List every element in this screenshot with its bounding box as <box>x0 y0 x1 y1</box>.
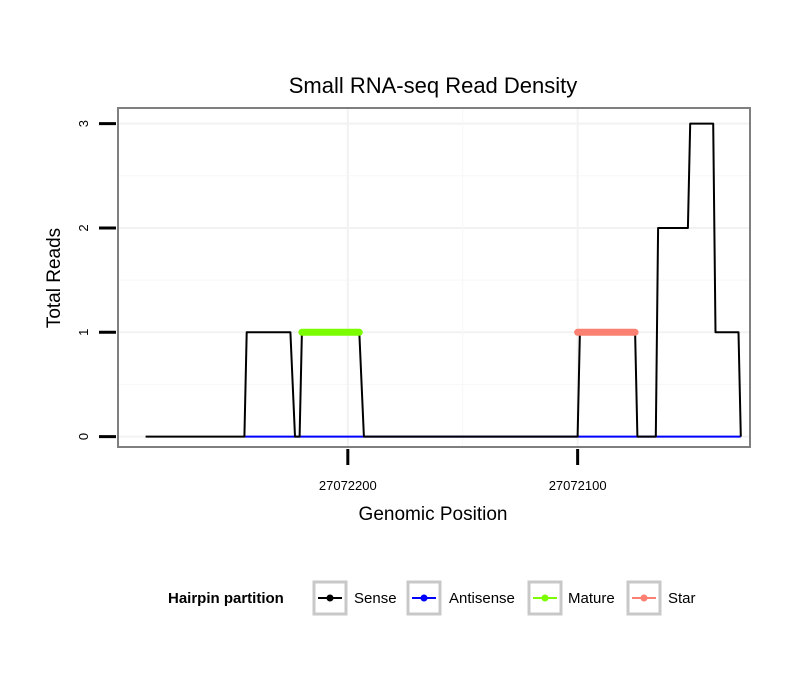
legend-key-point <box>420 594 428 602</box>
y-tick-label: 0 <box>76 433 91 440</box>
legend-key-point <box>541 594 549 602</box>
plot-panel-border <box>117 107 751 448</box>
legend-key-point <box>640 594 648 602</box>
y-tick-label: 1 <box>76 329 91 336</box>
legend-key-point <box>326 594 334 602</box>
legend-title: Hairpin partition <box>168 590 284 607</box>
legend-label-mature: Mature <box>568 590 615 607</box>
chart-title: Small RNA-seq Read Density <box>289 73 578 98</box>
legend-label-antisense: Antisense <box>449 590 515 607</box>
legend-label-star: Star <box>668 590 696 607</box>
y-tick-label: 3 <box>76 120 91 127</box>
y-axis-title: Total Reads <box>44 228 65 328</box>
x-axis-title: Genomic Position <box>359 504 508 525</box>
legend-label-sense: Sense <box>354 590 397 607</box>
series-layer <box>145 122 742 438</box>
y-tick-label: 2 <box>76 224 91 231</box>
axes-layer: 0 1 2 3 27072200 27072100 <box>76 120 607 493</box>
x-tick-label: 27072100 <box>549 478 607 493</box>
x-tick-label: 27072200 <box>319 478 377 493</box>
grid-lines <box>118 108 750 447</box>
legend: Hairpin partition Sense Antisense Mature St… <box>168 580 696 616</box>
